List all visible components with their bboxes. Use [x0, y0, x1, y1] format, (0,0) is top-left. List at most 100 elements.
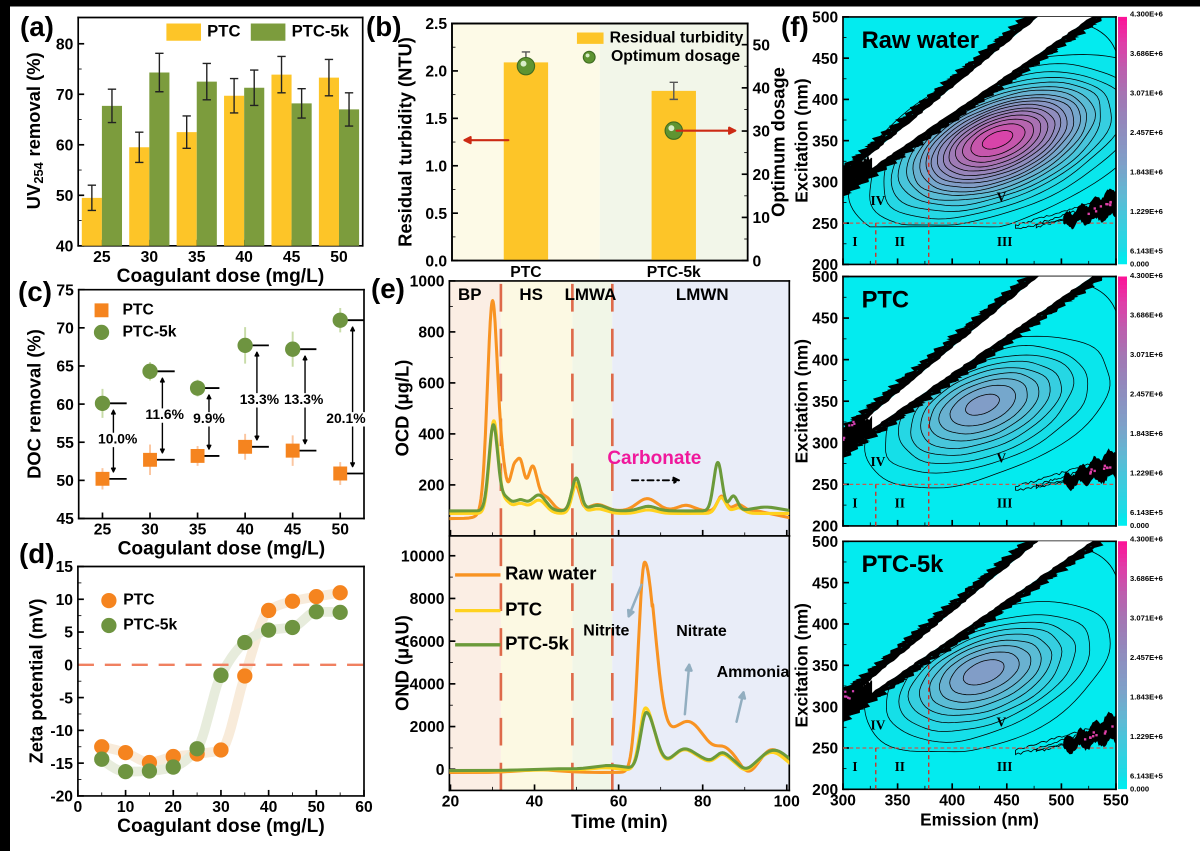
svg-text:BP: BP [458, 285, 482, 304]
svg-text:60: 60 [56, 397, 74, 414]
svg-text:350: 350 [812, 133, 838, 150]
svg-text:PTC-5k: PTC-5k [123, 617, 177, 634]
svg-text:Excitation (nm): Excitation (nm) [791, 603, 811, 727]
svg-text:6.143E+5: 6.143E+5 [1130, 508, 1164, 517]
svg-text:40: 40 [56, 238, 74, 255]
svg-text:40: 40 [236, 522, 254, 539]
svg-text:300: 300 [812, 175, 838, 192]
svg-text:450: 450 [994, 792, 1020, 809]
svg-text:(f): (f) [781, 11, 809, 42]
svg-text:3.071E+6: 3.071E+6 [1130, 350, 1163, 359]
svg-text:OCD (μg/L): OCD (μg/L) [392, 360, 413, 457]
svg-text:35: 35 [188, 249, 206, 266]
svg-text:4.300E+6: 4.300E+6 [1130, 271, 1163, 280]
svg-text:600: 600 [418, 376, 444, 393]
svg-text:45: 45 [56, 511, 74, 528]
svg-text:LMWA: LMWA [565, 285, 617, 304]
svg-text:III: III [997, 495, 1013, 510]
svg-text:500: 500 [812, 534, 838, 551]
svg-text:I: I [852, 234, 857, 249]
svg-text:25: 25 [93, 249, 111, 266]
svg-text:U V r e: U V r e m o v a l ( % ) 2 5 4 [20, 46, 48, 209]
svg-text:350: 350 [812, 394, 838, 411]
svg-text:PTC: PTC [862, 287, 910, 314]
svg-text:Residual turbidity: Residual turbidity [610, 29, 744, 46]
svg-text:PTC: PTC [123, 592, 154, 609]
svg-text:500: 500 [1048, 792, 1074, 809]
svg-text:10.0%: 10.0% [98, 431, 137, 447]
svg-text:Emission (nm): Emission (nm) [920, 809, 1039, 829]
svg-text:45: 45 [284, 522, 302, 539]
svg-text:(e): (e) [371, 273, 405, 304]
svg-text:5: 5 [64, 625, 73, 642]
svg-text:II: II [895, 234, 905, 249]
svg-text:Carbonate: Carbonate [607, 448, 701, 469]
svg-text:-15: -15 [50, 756, 73, 773]
svg-text:6.143E+5: 6.143E+5 [1130, 247, 1164, 256]
svg-text:300: 300 [812, 699, 838, 716]
svg-text:20.1%: 20.1% [326, 410, 365, 426]
svg-text:1.229E+6: 1.229E+6 [1130, 207, 1163, 216]
svg-text:75: 75 [56, 282, 74, 299]
svg-text:450: 450 [812, 575, 838, 592]
svg-text:1.229E+6: 1.229E+6 [1130, 469, 1163, 478]
svg-text:Optimum dosage: Optimum dosage [611, 48, 740, 65]
svg-text:11.6%: 11.6% [145, 406, 184, 422]
svg-text:200: 200 [812, 257, 838, 274]
svg-text:30: 30 [753, 124, 771, 141]
svg-text:-10: -10 [50, 723, 73, 740]
svg-text:2.0: 2.0 [425, 64, 447, 81]
svg-text:0.000: 0.000 [1130, 784, 1149, 793]
svg-text:200: 200 [812, 782, 838, 799]
svg-text:-5: -5 [59, 690, 73, 707]
svg-text:1.229E+6: 1.229E+6 [1130, 732, 1163, 741]
svg-text:Excitation (nm): Excitation (nm) [791, 78, 811, 202]
svg-text:1.5: 1.5 [425, 111, 447, 128]
svg-text:III: III [997, 759, 1013, 774]
svg-text:10: 10 [117, 799, 135, 816]
svg-text:40: 40 [260, 799, 278, 816]
svg-text:Coagulant dose (mg/L): Coagulant dose (mg/L) [117, 816, 325, 837]
svg-text:0.5: 0.5 [425, 206, 447, 223]
svg-text:250: 250 [812, 477, 838, 494]
svg-text:350: 350 [885, 792, 911, 809]
svg-text:70: 70 [56, 321, 74, 338]
svg-text:300: 300 [830, 792, 856, 809]
svg-text:0.0: 0.0 [425, 253, 447, 270]
svg-text:80: 80 [56, 36, 74, 53]
svg-text:V: V [997, 451, 1007, 466]
svg-text:2.457E+6: 2.457E+6 [1130, 390, 1163, 399]
svg-text:Ammonia: Ammonia [717, 664, 790, 681]
svg-text:3.686E+6: 3.686E+6 [1130, 310, 1163, 319]
svg-text:45: 45 [283, 249, 301, 266]
svg-text:Optimum dosage: Optimum dosage [768, 67, 789, 217]
svg-text:9.9%: 9.9% [193, 410, 225, 426]
svg-text:60: 60 [355, 799, 373, 816]
svg-text:25: 25 [94, 522, 112, 539]
svg-text:50: 50 [56, 473, 74, 490]
svg-text:400: 400 [812, 352, 838, 369]
svg-text:6000: 6000 [410, 634, 445, 651]
svg-text:2000: 2000 [410, 719, 445, 736]
svg-text:4000: 4000 [410, 677, 445, 694]
svg-text:55: 55 [56, 435, 74, 452]
svg-text:3.071E+6: 3.071E+6 [1130, 613, 1163, 622]
svg-text:LMWN: LMWN [676, 285, 729, 304]
svg-text:400: 400 [939, 792, 965, 809]
svg-text:200: 200 [418, 478, 444, 495]
svg-text:II: II [895, 495, 905, 510]
svg-text:0: 0 [753, 253, 762, 270]
svg-text:13.3%: 13.3% [240, 391, 279, 407]
svg-text:I: I [852, 759, 857, 774]
svg-text:4.300E+6: 4.300E+6 [1130, 9, 1163, 18]
svg-text:450: 450 [812, 311, 838, 328]
svg-text:400: 400 [418, 427, 444, 444]
svg-text:Raw water: Raw water [505, 563, 596, 584]
svg-text:1.0: 1.0 [425, 158, 447, 175]
svg-text:50: 50 [308, 799, 326, 816]
svg-text:10000: 10000 [401, 548, 445, 565]
svg-text:6.143E+5: 6.143E+5 [1130, 772, 1164, 781]
svg-text:PTC-5k: PTC-5k [292, 21, 350, 40]
svg-text:70: 70 [56, 87, 74, 104]
svg-text:20: 20 [753, 167, 771, 184]
